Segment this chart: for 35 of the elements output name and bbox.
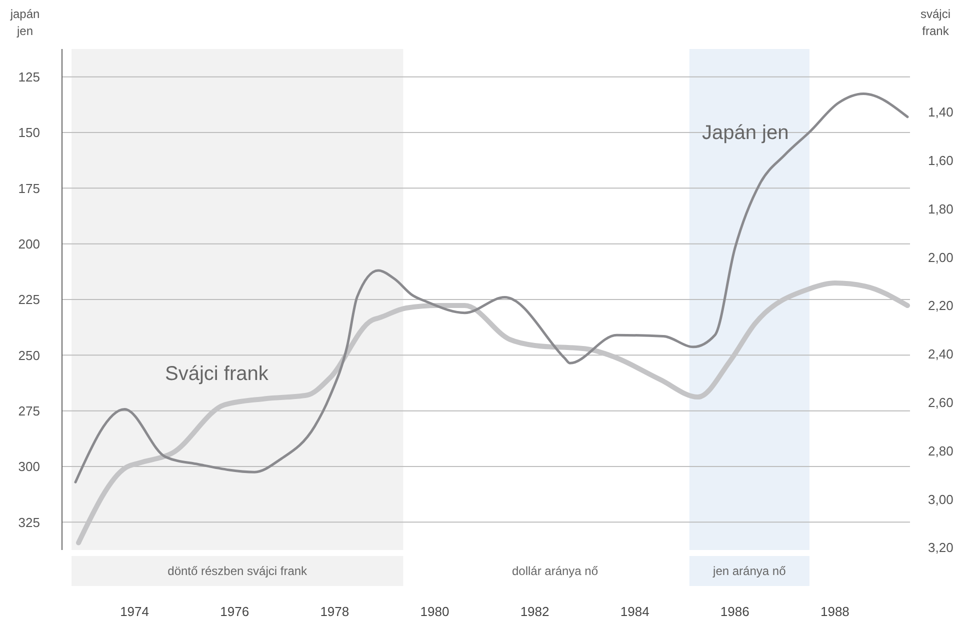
y2-tick-label: 2,80 (928, 443, 954, 458)
y2-tick-label: 3,00 (928, 492, 954, 507)
x-tick-label: 1986 (720, 604, 750, 619)
y-tick-label: 175 (18, 180, 40, 196)
x-tick-label: 1982 (520, 604, 550, 619)
series-label: Japán jen (702, 122, 789, 145)
x-tick-label: 1988 (820, 604, 850, 619)
y2-axis-title: svájci frank (919, 6, 952, 40)
y2-tick-label: 3,20 (928, 540, 954, 556)
x-tick-label: 1974 (120, 604, 150, 619)
y-tick-label: 125 (18, 69, 40, 84)
x-tick-label: 1980 (420, 604, 450, 619)
y-tick-label: 250 (18, 348, 40, 363)
y-tick-label: 300 (18, 459, 40, 474)
y2-tick-label: 2,40 (928, 346, 954, 362)
y2-tick-label: 1,80 (928, 201, 954, 216)
y-axis-title: japán jen (9, 6, 41, 40)
x-tick-label: 1984 (620, 604, 650, 619)
y-tick-label: 150 (18, 125, 40, 140)
band-label: jen aránya nő (712, 564, 786, 578)
line-series (74, 92, 909, 484)
y-tick-label: 200 (18, 236, 40, 252)
y-tick-label: 325 (18, 514, 40, 530)
y-tick-label: 225 (18, 292, 40, 308)
y2-tick-label: 1,40 (928, 104, 954, 120)
series-label: Svájci frank (165, 363, 268, 386)
text: dollár aránya nő (510, 564, 600, 578)
x-tick-label: 1978 (320, 604, 350, 619)
y-tick-label: 275 (18, 403, 40, 418)
y2-tick-label: 2,60 (928, 394, 954, 410)
x-tick-label: 1976 (220, 604, 250, 619)
y2-tick-label: 2,00 (928, 250, 954, 265)
y2-tick-label: 1,60 (928, 152, 954, 168)
y2-tick-label: 2,20 (928, 298, 954, 314)
band-label: döntő részben svájci frank (168, 564, 308, 578)
